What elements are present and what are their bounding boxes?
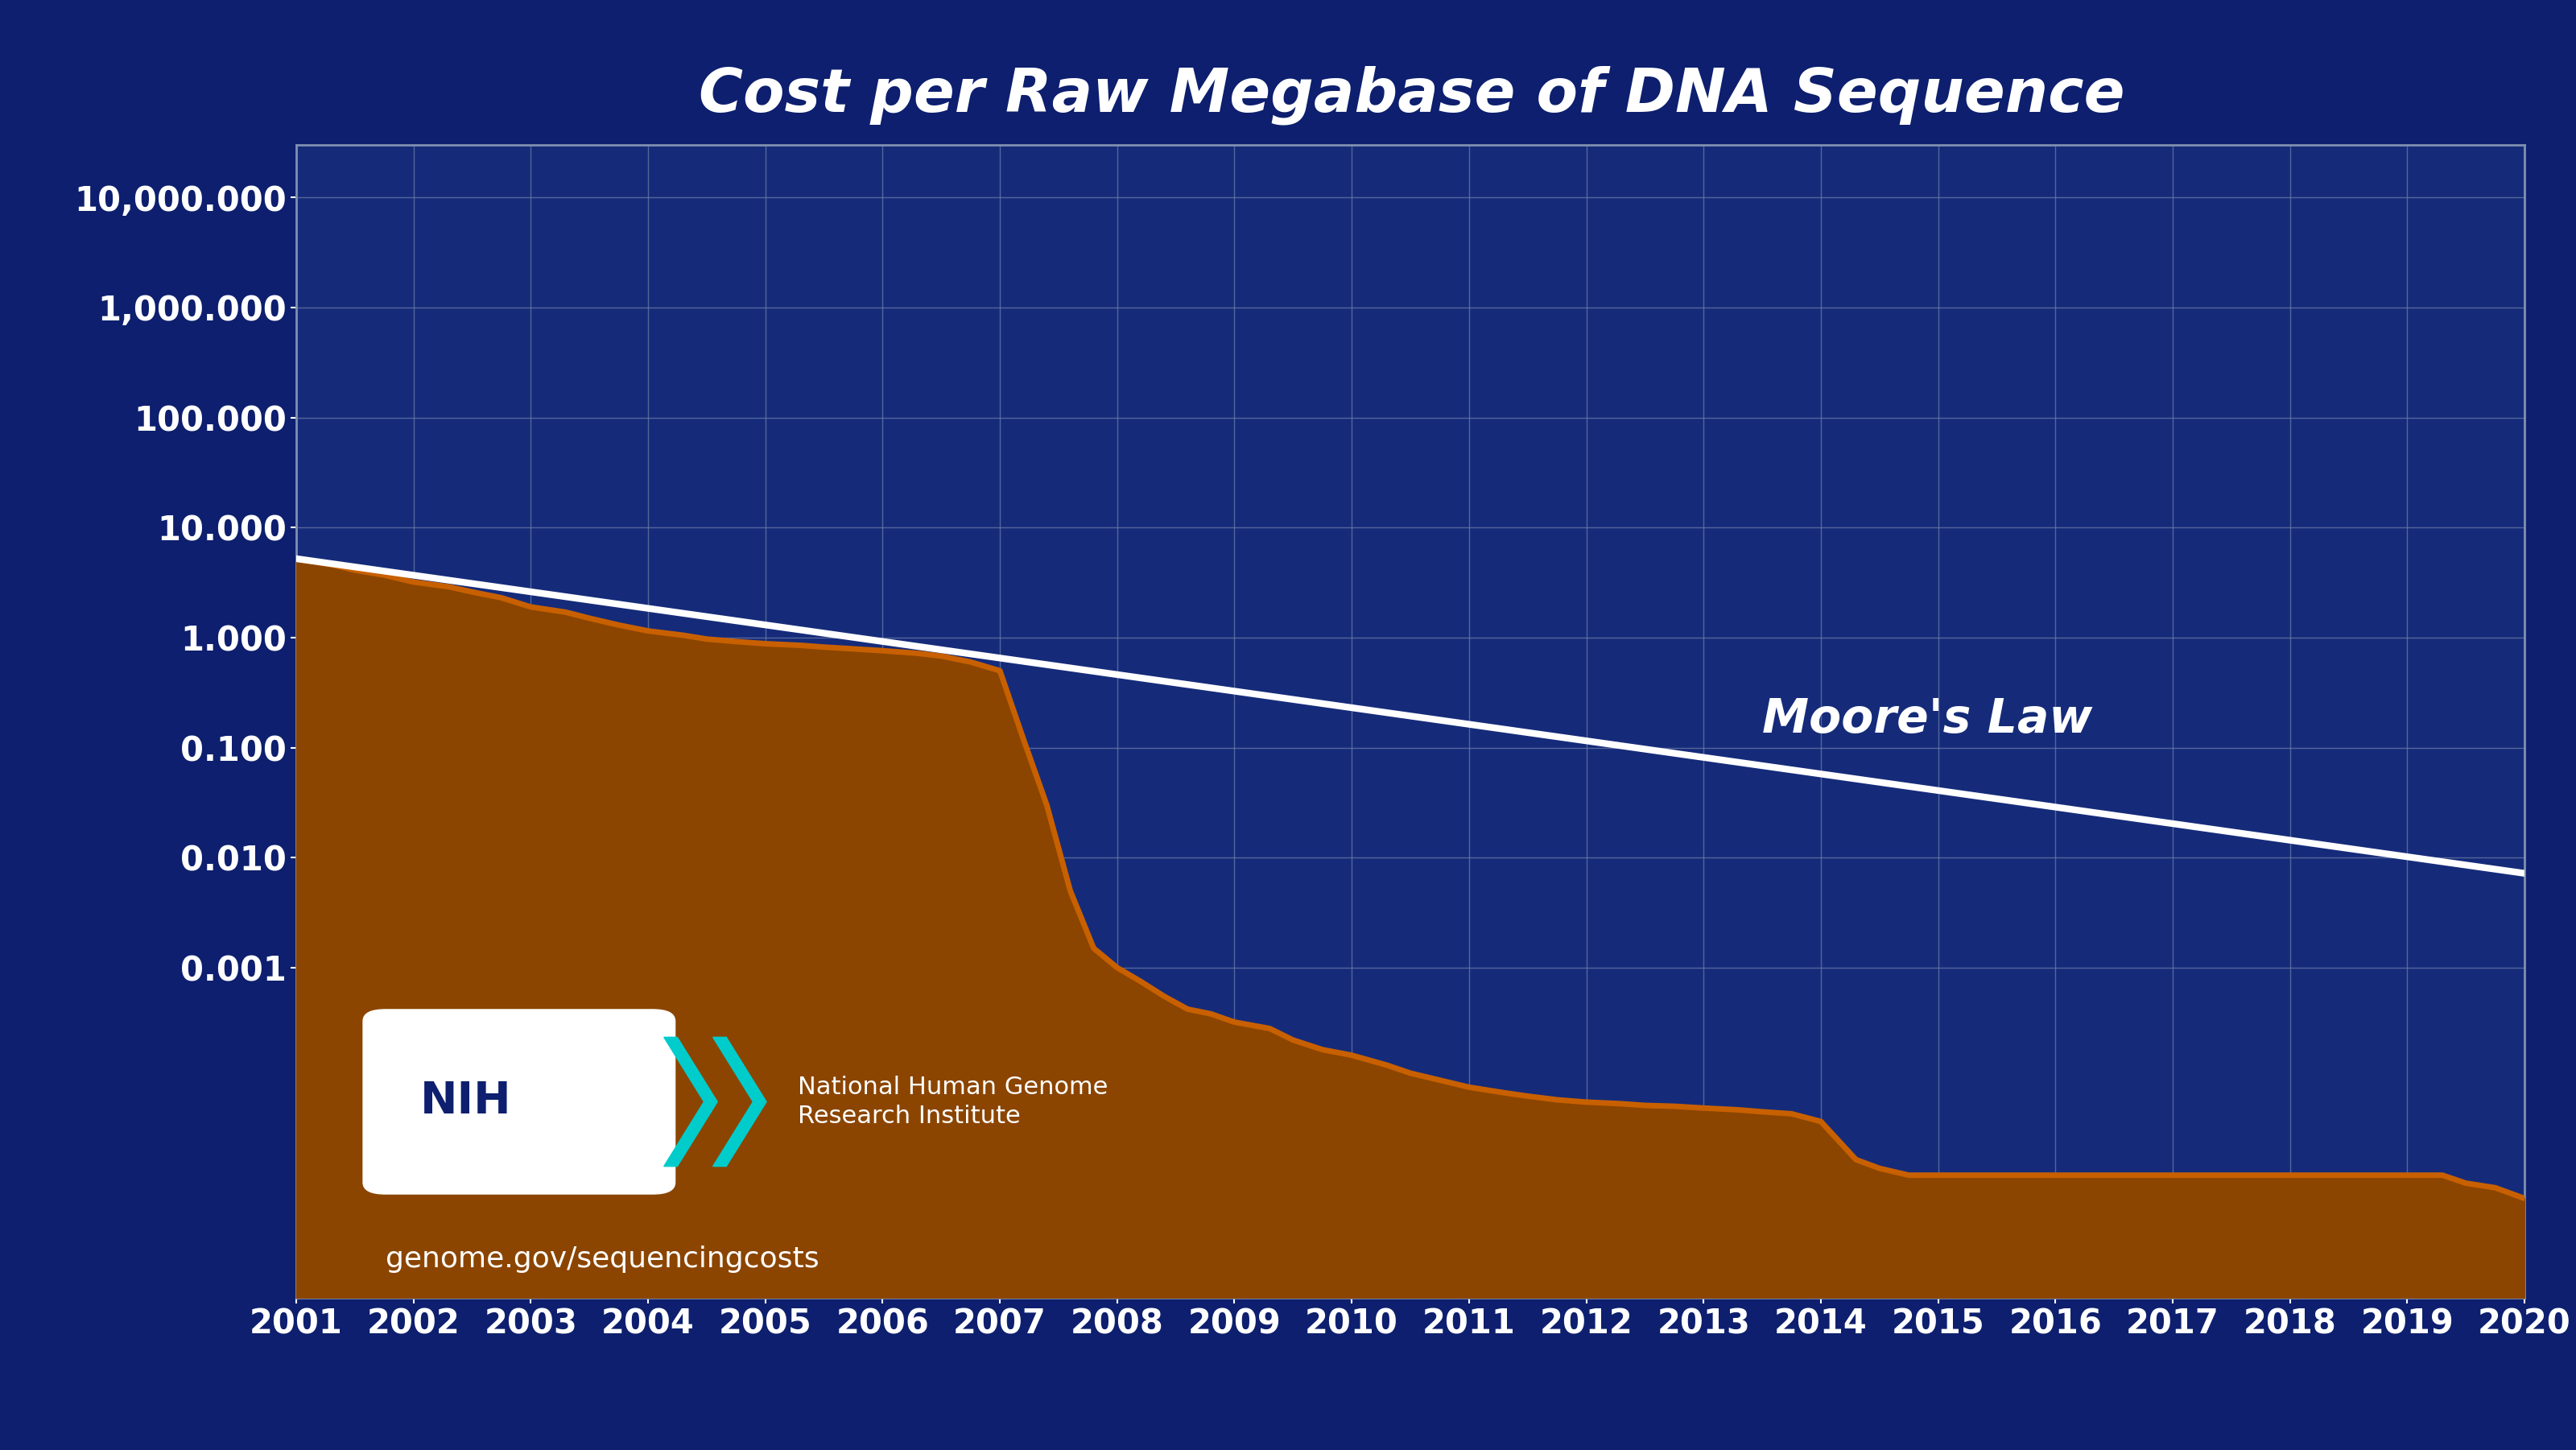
Text: National Human Genome
Research Institute: National Human Genome Research Institute bbox=[799, 1076, 1108, 1128]
Polygon shape bbox=[714, 1037, 768, 1166]
FancyBboxPatch shape bbox=[363, 1009, 675, 1193]
Text: Moore's Law: Moore's Law bbox=[1762, 696, 2092, 742]
Text: Cost per Raw Megabase of DNA Sequence: Cost per Raw Megabase of DNA Sequence bbox=[698, 65, 2125, 125]
Polygon shape bbox=[665, 1037, 716, 1166]
Text: NIH: NIH bbox=[420, 1080, 510, 1124]
Text: genome.gov/sequencingcosts: genome.gov/sequencingcosts bbox=[386, 1246, 819, 1273]
